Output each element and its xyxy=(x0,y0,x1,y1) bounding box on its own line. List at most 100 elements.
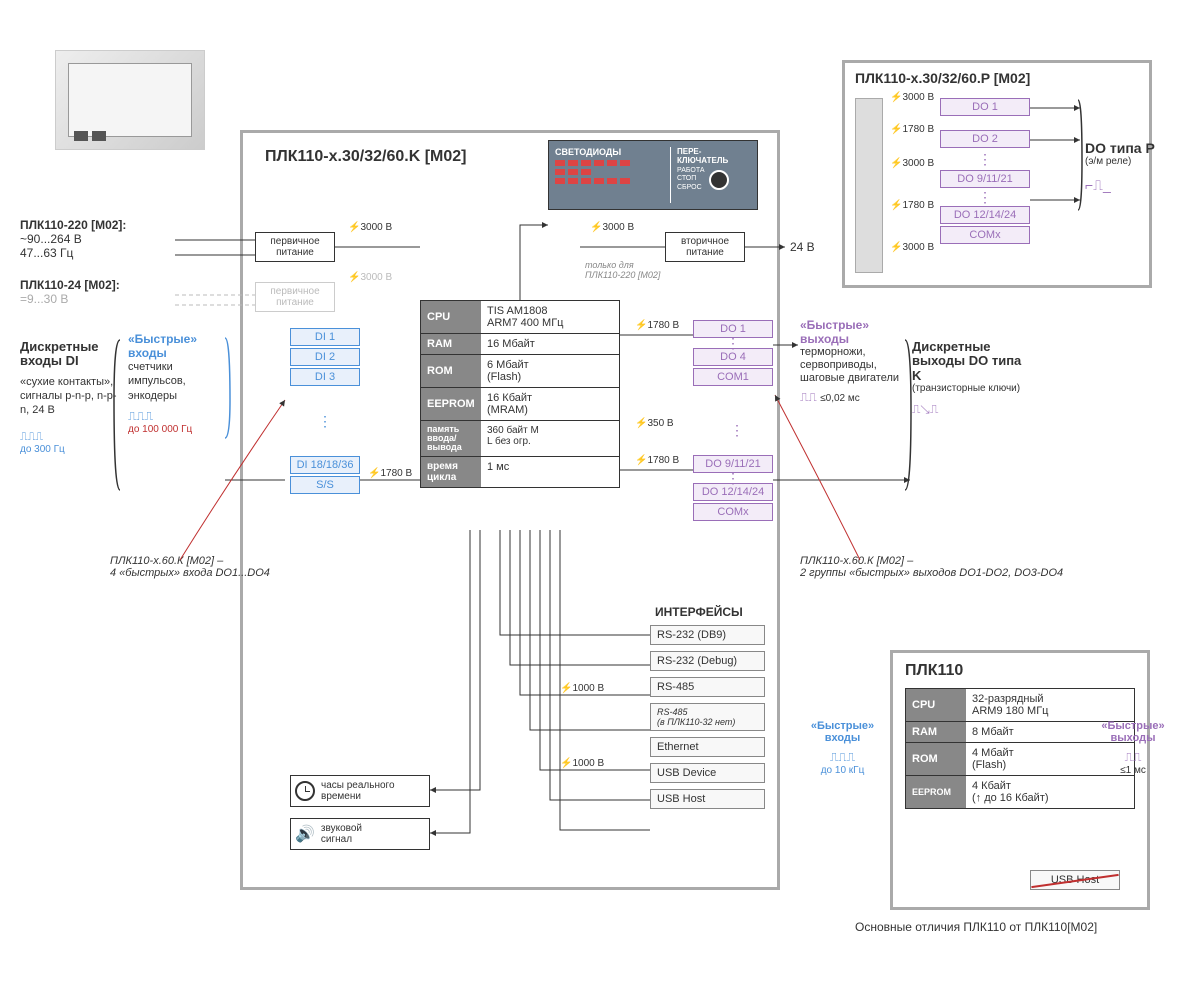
di-desc: «сухие контакты», сигналы p-n-p, n-p-n, … xyxy=(20,375,120,418)
do-k-sub: (транзисторные ключи) xyxy=(912,383,1022,394)
led-title: СВЕТОДИОДЫ xyxy=(555,147,666,157)
mode-2: СБРОС xyxy=(677,184,705,192)
di-slow-freq: до 300 Гц xyxy=(20,444,120,455)
power-24-model: ПЛК110-24 [M02]: xyxy=(20,278,120,292)
piso-5: ⚡3000 В xyxy=(890,242,934,253)
power-24-label: ПЛК110-24 [M02]: =9...30 В xyxy=(20,278,120,306)
piso-2: ⚡1780 В xyxy=(890,124,934,135)
piso-4: ⚡1780 В xyxy=(890,200,934,211)
interfaces-title: ИНТЕРФЕЙСЫ xyxy=(655,605,743,619)
p-module-bus xyxy=(855,98,883,273)
do-k-note: ПЛК110-х.60.К [M02] – 2 группы «быстрых»… xyxy=(800,555,1063,579)
interfaces-list: RS-232 (DB9) RS-232 (Debug) RS-485 RS-48… xyxy=(650,625,765,809)
led-panel: СВЕТОДИОДЫ ПЕРЕ- КЛЮЧАТЕЛЬ РАБОТА СТОП С… xyxy=(548,140,758,210)
pdo-9: DO 9/11/21 xyxy=(940,170,1030,188)
mode-1: СТОП xyxy=(677,175,705,183)
power-220-hz: 47...63 Гц xyxy=(20,246,126,260)
switch-title: ПЕРЕ- КЛЮЧАТЕЛЬ xyxy=(677,147,751,165)
p-out-desc: DO типа P (э/м реле) ⌐⎍_ xyxy=(1085,140,1180,194)
compare-caption: Основные отличия ПЛК110 от ПЛК110[M02] xyxy=(855,920,1097,934)
spec-cyc-v: 1 мс xyxy=(481,457,619,487)
note-only220: только для ПЛК110-220 [M02] xyxy=(585,260,660,280)
c-fin-title: «Быстрые» входы xyxy=(800,720,885,744)
compare-fast-out: «Быстрые» выходы ⎍⎍ ≤1 мс xyxy=(1088,720,1178,776)
iface-0: RS-232 (DB9) xyxy=(650,625,765,645)
compare-fast-in: «Быстрые» входы ⎍⎍⎍ до 10 кГц xyxy=(800,720,885,776)
c-eep-k: EEPROM xyxy=(906,776,966,808)
iso-1780-do1: ⚡1780 В xyxy=(635,320,679,331)
di-ss: S/S xyxy=(290,476,360,494)
c-cpu-v: 32-разрядный ARM9 180 МГц xyxy=(966,689,1134,721)
piso-3: ⚡3000 В xyxy=(890,158,934,169)
power-24-v: =9...30 В xyxy=(20,292,120,306)
primary-supply: первичное питание xyxy=(255,232,335,262)
do-k-top: DO 1 ⋮ DO 4 COM1 xyxy=(693,320,773,386)
mode-0: РАБОТА xyxy=(677,167,705,175)
knob-icon xyxy=(709,170,729,190)
di-3: DI 3 xyxy=(290,368,360,386)
iface-2: RS-485 xyxy=(650,677,765,697)
spec-ram-v: 16 Мбайт xyxy=(481,334,619,354)
spec-eep-v: 16 Кбайт (MRAM) xyxy=(481,388,619,420)
iso-1780-di: ⚡1780 В xyxy=(368,468,412,479)
com1: COM1 xyxy=(693,368,773,386)
c-fin-freq: до 10 кГц xyxy=(800,765,885,776)
spec-ram-k: RAM xyxy=(421,334,481,354)
do-fast-desc: терморножи, сервоприводы, шаговые двигат… xyxy=(800,346,900,386)
piso-1: ⚡3000 В xyxy=(890,92,934,103)
spec-cyc-k: время цикла xyxy=(421,457,481,487)
comx: COMx xyxy=(693,503,773,521)
di-description: Дискретные входы DI «сухие контакты», си… xyxy=(20,340,120,455)
cpu-spec-block: CPUTIS AM1808 ARM7 400 МГц RAM16 Мбайт R… xyxy=(420,300,620,488)
do-fast-time: ≤0,02 мс xyxy=(820,393,860,404)
spec-cpu-k: CPU xyxy=(421,301,481,333)
di-last: DI 18/18/36 xyxy=(290,456,360,474)
pdo-12: DO 12/14/24 xyxy=(940,206,1030,224)
sound-text: звуковой сигнал xyxy=(321,823,362,845)
spec-io-k: память ввода/ вывода xyxy=(421,421,481,456)
spec-rom-k: ROM xyxy=(421,355,481,387)
do-fast: «Быстрые» выходы терморножи, сервопривод… xyxy=(800,318,900,405)
p-out-sub: (э/м реле) xyxy=(1085,156,1180,167)
pdo-2: DO 2 xyxy=(940,130,1030,148)
iface-3: RS-485 (в ПЛК110-32 нет) xyxy=(650,703,765,731)
rtc-text: часы реального времени xyxy=(321,780,395,802)
compare-title: ПЛК110 xyxy=(905,662,963,680)
primary-supply-24: первичное питание xyxy=(255,282,335,312)
rtc-block: часы реального времени xyxy=(290,775,430,807)
iso-3000-1: ⚡3000 В xyxy=(348,222,392,233)
iso-1000-2: ⚡1000 В xyxy=(560,758,604,769)
iso-3000-3: ⚡3000 В xyxy=(590,222,634,233)
spec-eep-k: EEPROM xyxy=(421,388,481,420)
c-eep-v: 4 Кбайт (↑ до 16 Кбайт) xyxy=(966,776,1134,808)
di-blocks: DI 1 DI 2 DI 3 ⋮ DI 18/18/36 S/S xyxy=(290,328,360,494)
out-24v: 24 В xyxy=(790,240,815,254)
di-note: ПЛК110-х.60.К [M02] – 4 «быстрых» входа … xyxy=(110,555,270,579)
compare-usb: USB Host xyxy=(1030,870,1120,890)
c-cpu-k: CPU xyxy=(906,689,966,721)
iso-350: ⚡350 В xyxy=(635,418,674,429)
power-220-v: ~90...264 В xyxy=(20,232,126,246)
di-fast: «Быстрые» входы счетчики импульсов, энко… xyxy=(128,332,223,435)
di-1: DI 1 xyxy=(290,328,360,346)
di-fast-desc: счетчики импульсов, энкодеры xyxy=(128,360,223,403)
power-220-model: ПЛК110-220 [M02]: xyxy=(20,218,126,232)
iface-6: USB Host xyxy=(650,789,765,809)
iso-1000-1: ⚡1000 В xyxy=(560,683,604,694)
iso-3000-2: ⚡3000 В xyxy=(348,272,392,283)
do-fast-title: «Быстрые» выходы xyxy=(800,318,900,346)
di-fast-title: «Быстрые» входы xyxy=(128,332,223,360)
iface-5: USB Device xyxy=(650,763,765,783)
c-rom-k: ROM xyxy=(906,743,966,775)
product-photo xyxy=(55,50,205,150)
di-fast-freq: до 100 000 Гц xyxy=(128,424,223,435)
do-4: DO 4 xyxy=(693,348,773,366)
clock-icon xyxy=(295,781,315,801)
spec-rom-v: 6 Мбайт (Flash) xyxy=(481,355,619,387)
do-12: DO 12/14/24 xyxy=(693,483,773,501)
p-module-title: ПЛК110-x.30/32/60.P [M02] xyxy=(855,70,1030,86)
di-2: DI 2 xyxy=(290,348,360,366)
do-k-title: Дискретные выходы DO типа K xyxy=(912,340,1022,383)
p-out-title: DO типа P xyxy=(1085,140,1180,156)
iface-1: RS-232 (Debug) xyxy=(650,651,765,671)
